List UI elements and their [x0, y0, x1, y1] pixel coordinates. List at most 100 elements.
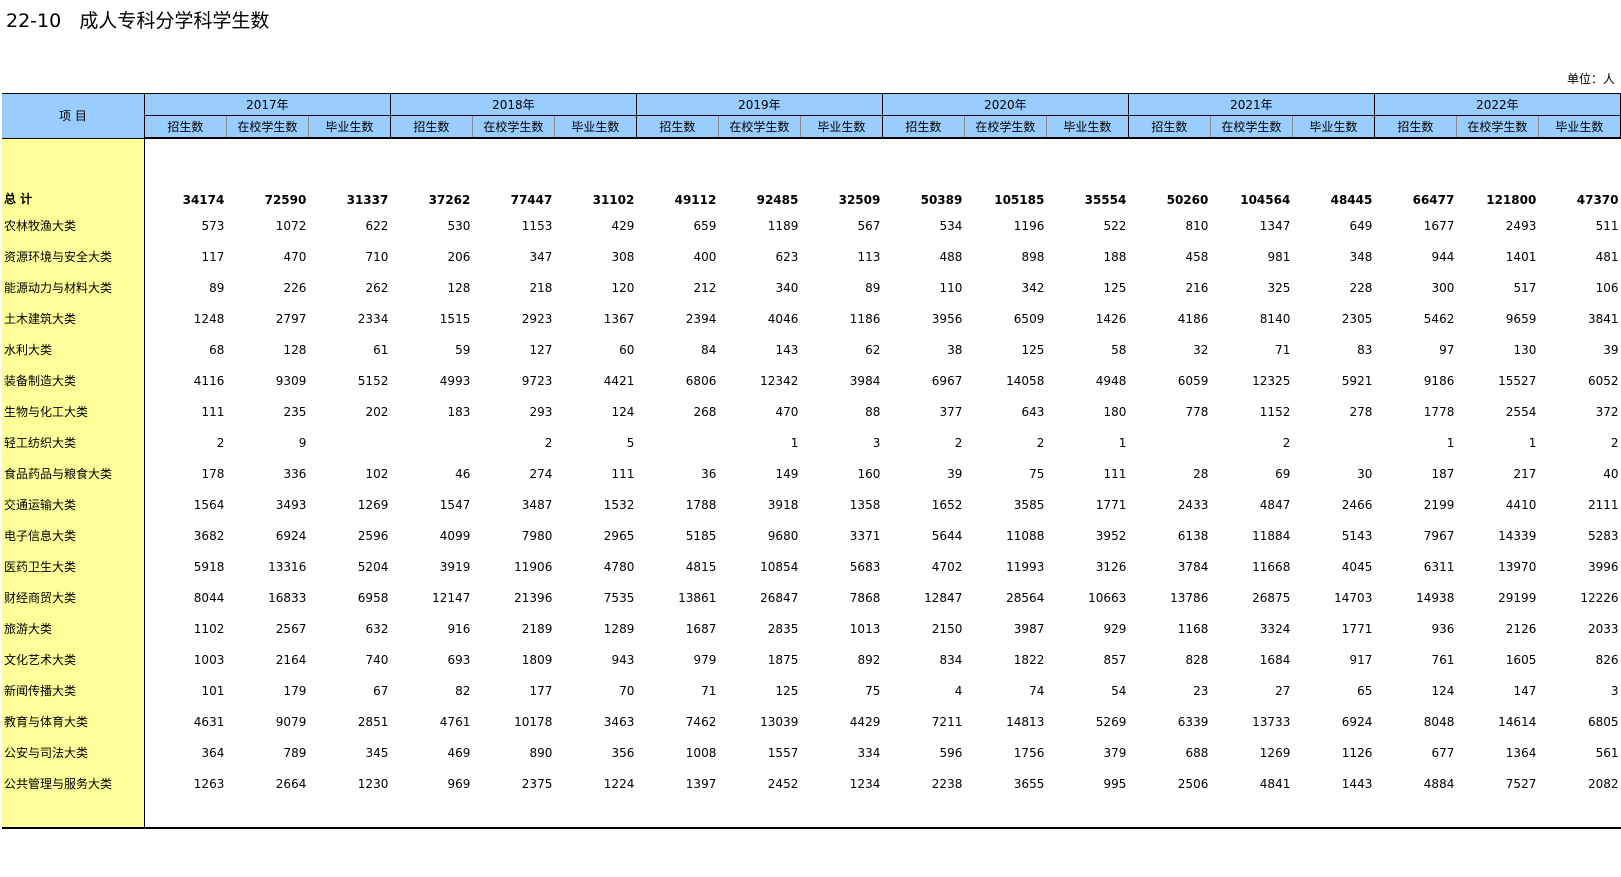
table-cell: 1397 [685, 776, 717, 791]
table-cell: 348 [1349, 249, 1373, 264]
table-cell: 177 [529, 683, 553, 698]
table-cell: 4631 [193, 714, 225, 729]
table-cell: 7527 [1505, 776, 1537, 791]
table-cell: 268 [693, 404, 717, 419]
table-cell: 1605 [1505, 652, 1537, 667]
table-cell: 929 [1103, 621, 1127, 636]
table-cell: 212 [693, 280, 717, 295]
table-cell: 130 [1513, 342, 1537, 357]
table-cell: 649 [1349, 218, 1373, 233]
table-cell: 77447 [510, 193, 553, 207]
year-header: 2019年 [636, 93, 883, 116]
table-cell: 3919 [439, 559, 471, 574]
table-cell [144, 138, 226, 161]
table-cell: 31102 [592, 193, 635, 207]
table-cell [308, 799, 391, 829]
table-cell: 6924 [275, 528, 307, 543]
table-cell: 34174 [182, 193, 225, 207]
table-cell: 216 [1185, 280, 1209, 295]
table-cell: 8140 [1259, 311, 1291, 326]
table-cell: 2 [216, 435, 225, 450]
table-cell: 488 [939, 249, 963, 264]
row-label: 财经商贸大类 [2, 582, 145, 613]
table-cell: 4421 [603, 373, 635, 388]
table-cell [1128, 138, 1210, 161]
table-cell: 4948 [1095, 373, 1127, 388]
table-cell: 1196 [1013, 218, 1045, 233]
table-cell: 1564 [193, 497, 225, 512]
table-cell: 4815 [685, 559, 717, 574]
table-cell: 7535 [603, 590, 635, 605]
table-cell: 2394 [685, 311, 717, 326]
table-cell: 1364 [1505, 745, 1537, 760]
table-cell: 1652 [931, 497, 963, 512]
table-cell: 1756 [1013, 745, 1045, 760]
table-cell: 74 [1029, 683, 1045, 698]
table-row: 资源环境与安全大类 117 470 710 206 347 308 400 623 113 488 8… [2, 241, 1621, 272]
table-cell: 89 [865, 280, 881, 295]
table-cell [1538, 138, 1620, 161]
table-row: 生物与化工大类 111 235 202 183 293 124 268 470 88 377 643 1… [2, 396, 1621, 427]
table-cell: 347 [529, 249, 553, 264]
table-cell: 36 [701, 466, 717, 481]
table-cell: 14339 [1498, 528, 1537, 543]
table-cell: 147 [1513, 683, 1537, 698]
table-cell: 228 [1349, 280, 1373, 295]
table-row: 食品药品与粮食大类 178 336 102 46 274 111 36 149 160 39 75 11… [2, 458, 1621, 489]
table-cell: 2554 [1505, 404, 1537, 419]
table-cell: 5921 [1341, 373, 1373, 388]
table-cell: 68 [209, 342, 225, 357]
table-cell: 14058 [1006, 373, 1045, 388]
row-label: 新闻传播大类 [2, 675, 145, 706]
table-cell: 61 [373, 342, 389, 357]
table-cell: 1072 [275, 218, 307, 233]
table-cell: 3655 [1013, 776, 1045, 791]
table-cell: 336 [283, 466, 307, 481]
table-cell [554, 799, 637, 829]
table-cell: 3493 [275, 497, 307, 512]
table-cell [636, 799, 719, 829]
table-cell [1210, 138, 1292, 161]
table-cell: 11884 [1252, 528, 1291, 543]
table-cell: 2965 [603, 528, 635, 543]
table-cell: 1008 [685, 745, 717, 760]
row-label: 教育与体育大类 [2, 706, 145, 737]
table-cell: 124 [1431, 683, 1455, 698]
table-cell: 2923 [521, 311, 553, 326]
table-cell [390, 799, 473, 829]
table-cell: 2466 [1341, 497, 1373, 512]
table-cell: 5269 [1095, 714, 1127, 729]
table-cell: 1426 [1095, 311, 1127, 326]
table-cell: 9186 [1423, 373, 1455, 388]
table-cell: 13786 [1170, 590, 1209, 605]
table-cell: 2506 [1177, 776, 1209, 791]
table-cell: 70 [619, 683, 635, 698]
table-cell [144, 799, 227, 829]
table-cell: 102 [365, 466, 389, 481]
subcolumn-header: 招生数 [636, 115, 719, 139]
table-cell: 1771 [1341, 621, 1373, 636]
row-label: 能源动力与材料大类 [2, 272, 145, 303]
table-cell: 4780 [603, 559, 635, 574]
table-cell: 62 [865, 342, 881, 357]
table-cell: 1248 [193, 311, 225, 326]
table-cell: 3126 [1095, 559, 1127, 574]
table-cell: 632 [365, 621, 389, 636]
table-cell [1292, 427, 1374, 458]
subcolumn-header: 招生数 [144, 115, 227, 139]
table-cell: 9723 [521, 373, 553, 388]
table-cell: 1515 [439, 311, 471, 326]
table-cell: 32509 [838, 193, 881, 207]
table-cell: 187 [1431, 466, 1455, 481]
table-cell: 9 [298, 435, 307, 450]
table-cell: 9680 [767, 528, 799, 543]
table-cell: 6311 [1423, 559, 1455, 574]
table-cell: 6059 [1177, 373, 1209, 388]
table-cell: 567 [857, 218, 881, 233]
table-cell [800, 138, 882, 161]
table-cell: 1 [790, 435, 799, 450]
table-cell: 530 [447, 218, 471, 233]
table-cell: 481 [1595, 249, 1619, 264]
table-cell: 125 [1021, 342, 1045, 357]
year-header: 2022年 [1374, 93, 1621, 116]
